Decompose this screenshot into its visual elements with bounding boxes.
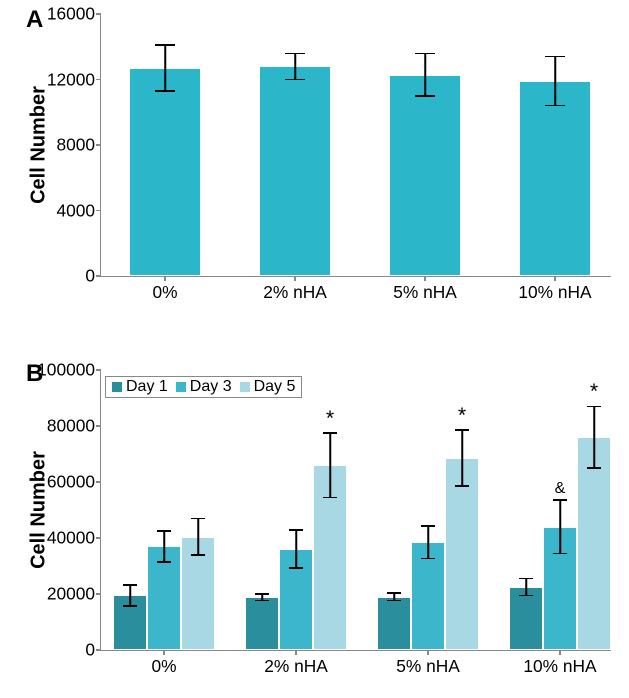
legend-swatch [176,382,186,392]
error-cap [415,53,435,55]
ytick-label: 8000 [56,135,101,156]
bar [259,66,331,276]
ytick-label: 0 [85,266,101,287]
bar [245,597,279,650]
error-bar [461,430,463,486]
error-cap [255,593,269,595]
error-cap [545,56,565,58]
error-cap [157,530,171,532]
error-bar [559,500,561,553]
bar [509,587,543,650]
panel-a-plot: 0400080001200016000Cell Number0%2% nHA5%… [100,14,611,277]
error-cap [255,600,269,602]
ytick-label: 100000 [37,360,101,381]
legend-label: Day 5 [254,378,296,396]
bar [389,75,461,276]
bar [519,81,591,276]
xtick-label: 2% nHA [263,276,327,303]
ytick-label: 4000 [56,200,101,221]
xtick-label: 10% nHA [518,276,591,303]
ytick-label: 0 [85,640,101,661]
ytick-label: 40000 [47,528,101,549]
error-bar [295,530,297,568]
error-bar [164,45,166,91]
y-axis-label: Cell Number [28,451,51,569]
error-cap [191,518,205,520]
xtick-label: 5% nHA [396,650,460,677]
error-cap [455,429,469,431]
error-cap [323,497,337,499]
error-cap [323,432,337,434]
error-bar [424,53,426,96]
error-cap [285,79,305,81]
error-cap [289,529,303,531]
error-bar [163,531,165,562]
error-bar [294,53,296,79]
ytick-label: 20000 [47,584,101,605]
error-cap [415,95,435,97]
error-cap [123,584,137,586]
error-cap [519,578,533,580]
error-cap [421,558,435,560]
panel-b-plot: 020000400006000080000100000Cell Number0%… [100,370,611,651]
error-cap [155,44,175,46]
ytick-label: 60000 [47,472,101,493]
legend-item: Day 5 [240,378,296,396]
y-axis-label: Cell Number [28,86,51,204]
error-cap [289,567,303,569]
error-cap [553,499,567,501]
error-cap [545,105,565,107]
xtick-label: 0% [152,276,177,303]
xtick-label: 5% nHA [393,276,457,303]
error-cap [123,605,137,607]
bar [577,437,611,650]
legend-label: Day 1 [126,378,168,396]
error-bar [554,57,556,106]
error-bar [427,526,429,558]
error-cap [387,592,401,594]
bar [445,458,479,650]
bar [129,68,201,276]
ytick-label: 12000 [47,69,101,90]
error-bar [525,579,527,596]
ytick-label: 16000 [47,4,101,25]
error-cap [387,600,401,602]
error-cap [587,406,601,408]
legend-swatch [240,382,250,392]
bar [377,597,411,650]
panel-a-label: A [26,6,43,34]
error-cap [155,90,175,92]
xtick-label: 2% nHA [264,650,328,677]
ytick-label: 80000 [47,416,101,437]
significance-annotation: * [590,379,598,404]
error-bar [129,585,131,606]
legend: Day 1 Day 3 Day 5 [105,376,302,398]
legend-label: Day 3 [190,378,232,396]
error-cap [587,467,601,469]
legend-item: Day 3 [176,378,232,396]
xtick-label: 10% nHA [523,650,596,677]
error-bar [593,406,595,468]
error-cap [191,554,205,556]
error-cap [519,595,533,597]
error-cap [421,525,435,527]
legend-swatch [112,382,122,392]
error-cap [455,485,469,487]
error-cap [553,553,567,555]
significance-annotation: & [555,480,566,498]
error-bar [329,433,331,497]
error-cap [285,53,305,55]
error-cap [157,561,171,563]
significance-annotation: * [458,403,466,428]
xtick-label: 0% [151,650,176,677]
legend-item: Day 1 [112,378,168,396]
error-bar [197,518,199,554]
significance-annotation: * [326,406,334,431]
